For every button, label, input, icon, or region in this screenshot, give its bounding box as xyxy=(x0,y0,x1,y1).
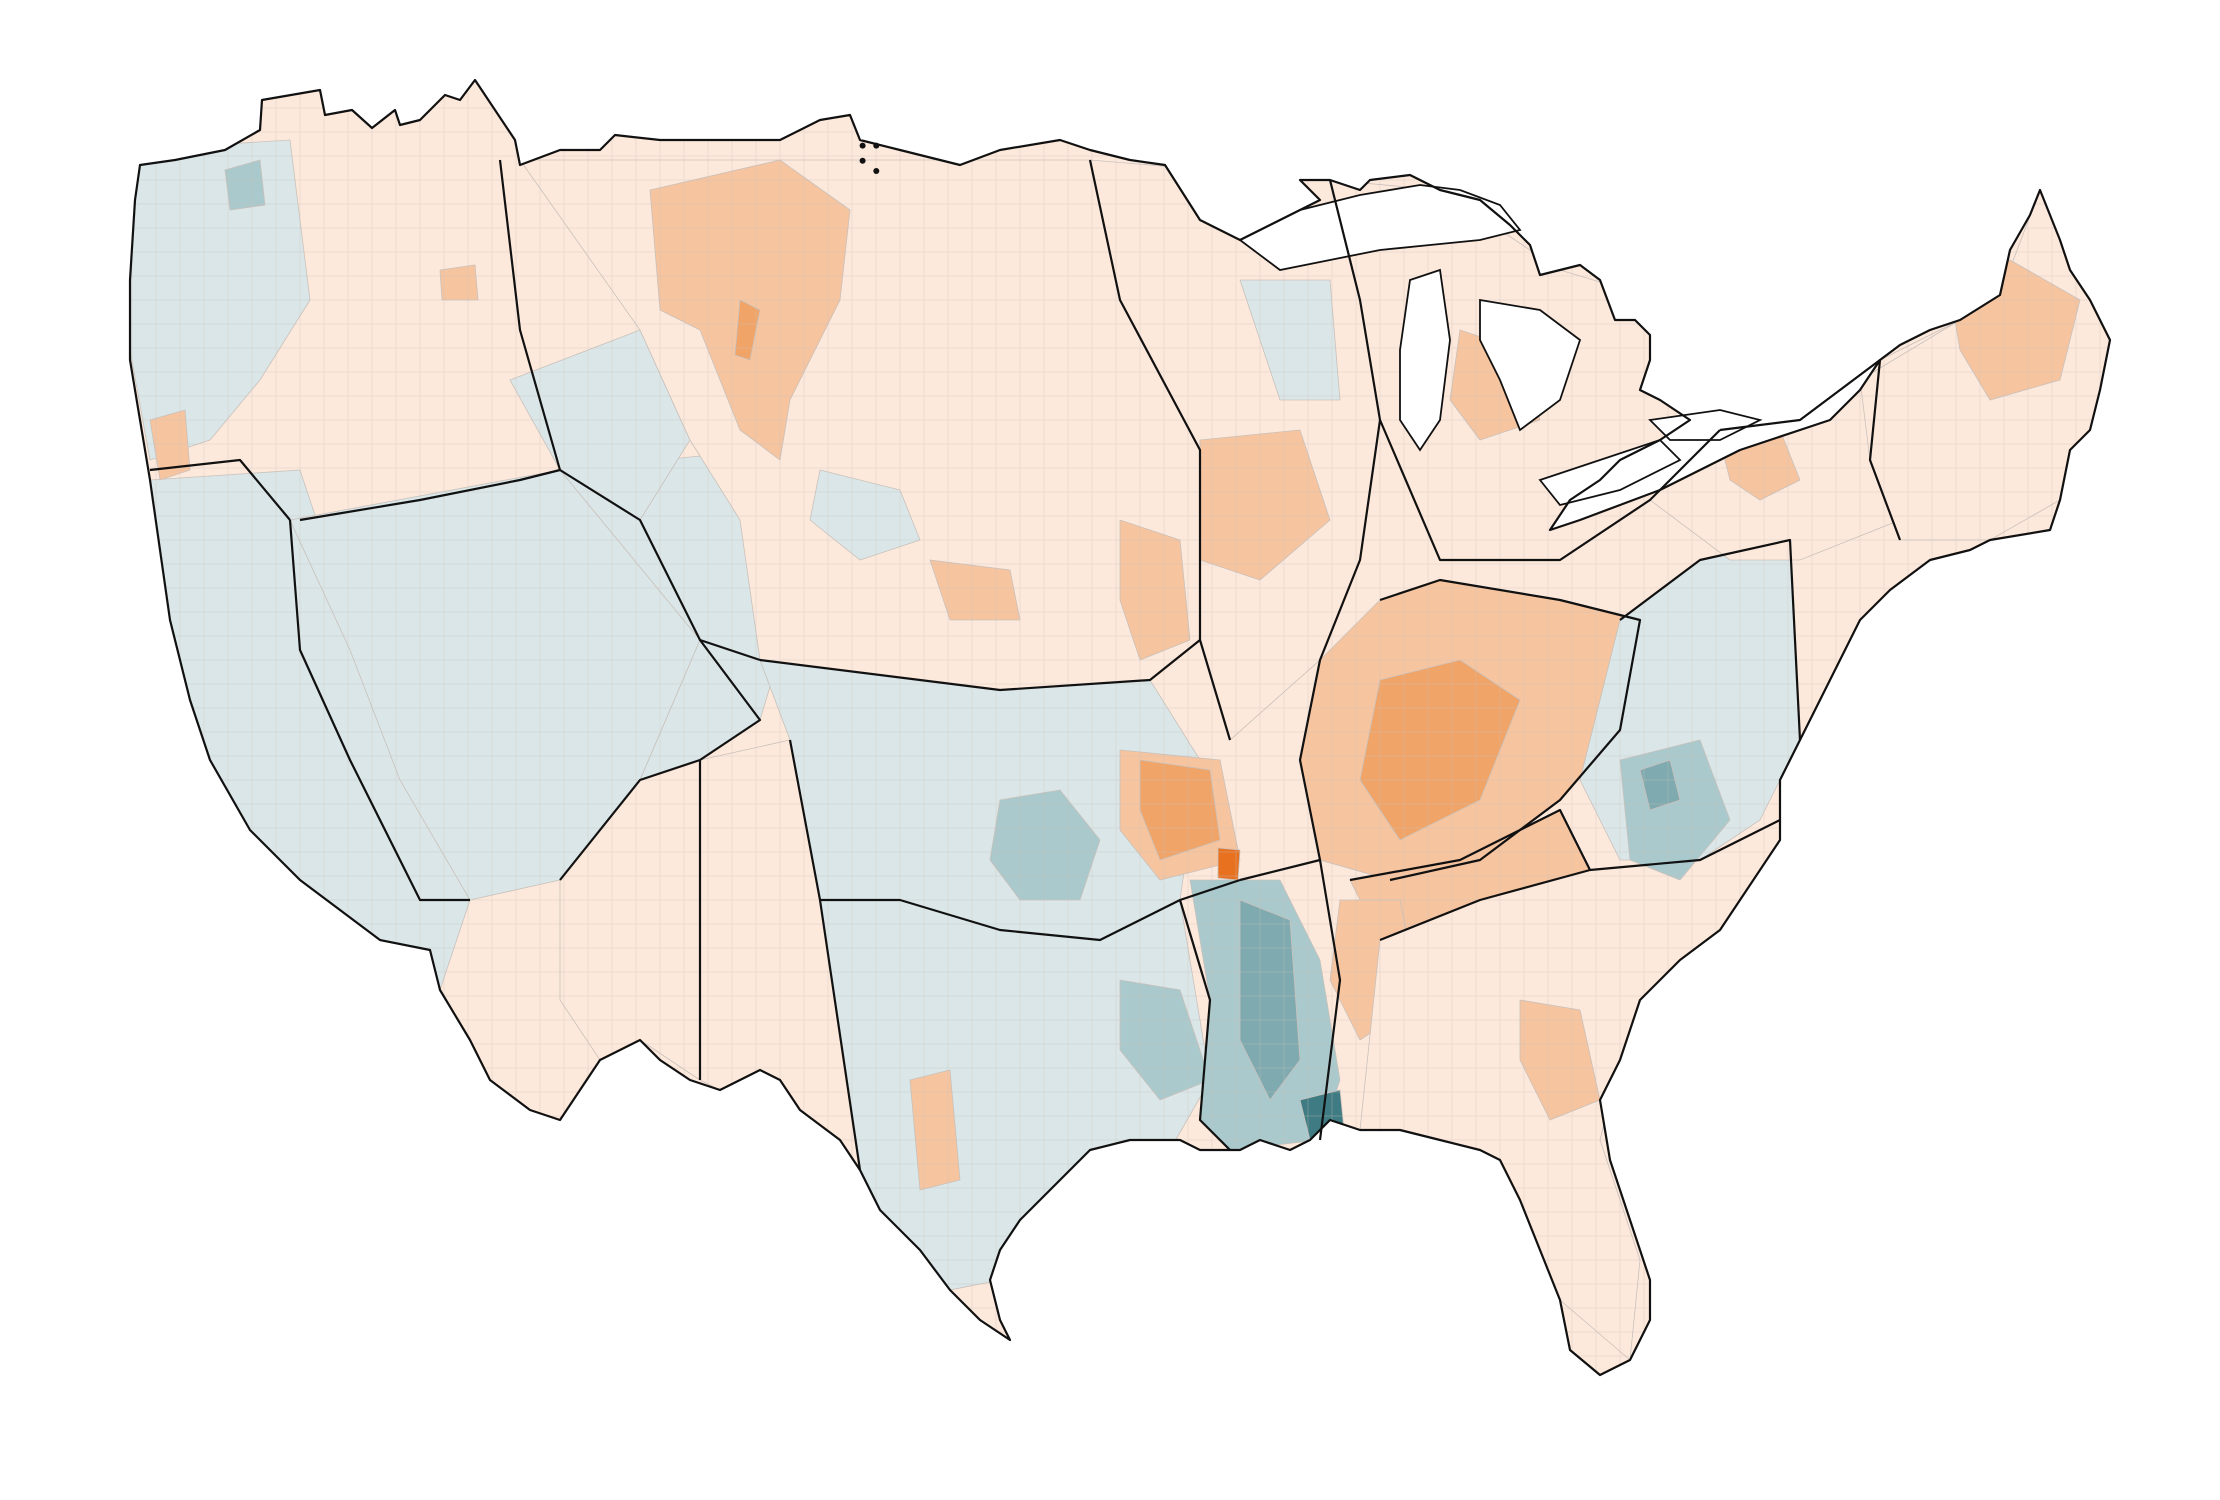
marker-layer xyxy=(859,142,880,174)
basin-boundary-arkansas xyxy=(820,878,1241,942)
great-lakes-layer xyxy=(1238,184,1763,507)
basin-boundary-great-lakes xyxy=(1378,419,1721,562)
basin-boundary-colorado xyxy=(559,639,762,1080)
basin-boundary-great-basin xyxy=(288,468,561,902)
nd-dot-1 xyxy=(859,142,866,149)
basin-boundary-pnw xyxy=(498,159,761,662)
basin-boundary-california xyxy=(149,458,291,521)
basin-boundary-missouri-south xyxy=(759,638,1232,741)
lake-superior xyxy=(1238,184,1522,271)
basin-outline-layer xyxy=(128,78,2112,1377)
nd-dot-2 xyxy=(873,142,880,149)
basin-boundary-new-england xyxy=(1868,359,1902,541)
basin-boundary-south-atlantic xyxy=(1589,819,1781,872)
lake-erie xyxy=(1538,438,1682,507)
basin-boundary-texas xyxy=(1178,899,1231,1151)
basin-boundary-missouri-east xyxy=(1088,159,1202,640)
basin-boundary-upper-miss xyxy=(1298,179,1382,861)
basin-boundary-mid-atlantic xyxy=(1619,359,1881,741)
nd-dot-3 xyxy=(859,157,866,164)
basin-boundary-tennessee xyxy=(1349,808,1592,942)
lake-michigan xyxy=(1399,268,1451,452)
nd-dot-4 xyxy=(873,168,880,174)
basin-boundary-lower-miss xyxy=(1239,858,1342,1141)
basin-boundary-ohio xyxy=(1379,578,1642,882)
lake-huron xyxy=(1479,298,1582,432)
